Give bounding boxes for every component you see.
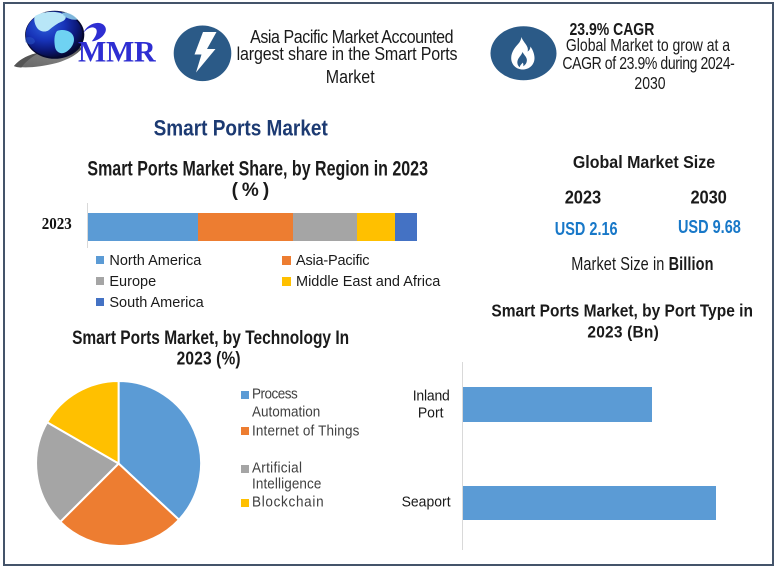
svg-text:MMR: MMR bbox=[78, 36, 156, 69]
